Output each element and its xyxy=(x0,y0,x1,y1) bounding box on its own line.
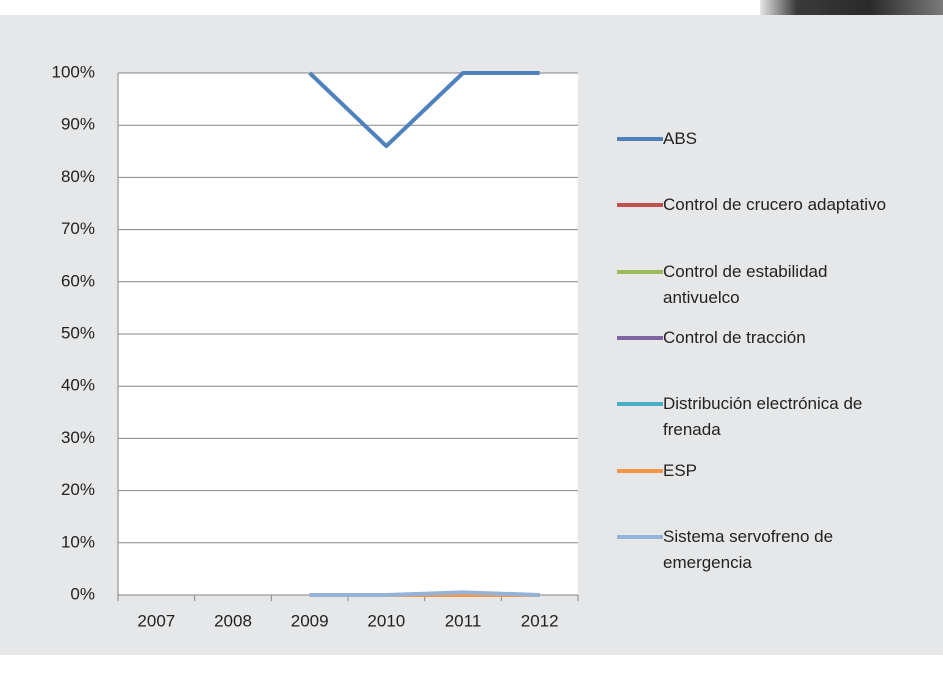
legend-entry: Sistema servofreno de emergencia xyxy=(617,524,907,576)
y-tick-label: 0% xyxy=(70,584,95,603)
x-tick-label: 2011 xyxy=(445,611,482,630)
legend-label: ESP xyxy=(663,458,898,484)
x-tick-label: 2009 xyxy=(291,611,329,630)
x-tick-label: 2008 xyxy=(214,611,252,630)
y-tick-label: 10% xyxy=(61,532,95,551)
legend-swatch xyxy=(617,469,663,473)
legend-entry: ABS xyxy=(617,126,907,152)
y-tick-label: 100% xyxy=(52,62,95,81)
x-tick-label: 2012 xyxy=(521,611,559,630)
y-tick-label: 50% xyxy=(61,323,95,342)
legend-swatch xyxy=(617,203,663,207)
legend-entry: Control de estabilidad antivuelco xyxy=(617,259,907,311)
legend-label: Distribución electrónica de frenada xyxy=(663,391,898,443)
y-tick-label: 60% xyxy=(61,271,95,290)
y-tick-label: 40% xyxy=(61,376,95,395)
x-tick-label: 2007 xyxy=(137,611,175,630)
y-tick-label: 30% xyxy=(61,428,95,447)
legend-swatch xyxy=(617,535,663,539)
legend-swatch xyxy=(617,402,663,406)
legend-label: Control de crucero adaptativo xyxy=(663,192,898,218)
legend-swatch xyxy=(617,270,663,274)
legend-label: ABS xyxy=(663,126,898,152)
legend-entry: Distribución electrónica de frenada xyxy=(617,391,907,443)
legend-label: Control de tracción xyxy=(663,325,898,351)
screen: 0% 10% 20% 30% 40% 50% 60% 70% 80% 90% 100% 2007 200… xyxy=(0,0,943,685)
legend-entry: Control de tracción xyxy=(617,325,907,351)
y-tick-label: 90% xyxy=(61,115,95,134)
legend-label: Control de estabilidad antivuelco xyxy=(663,259,898,311)
legend-swatch xyxy=(617,336,663,340)
legend-label: Sistema servofreno de emergencia xyxy=(663,524,898,576)
x-tick-label: 2010 xyxy=(367,611,405,630)
legend-entry: ESP xyxy=(617,458,907,484)
y-tick-label: 80% xyxy=(61,167,95,186)
y-tick-label: 70% xyxy=(61,219,95,238)
legend-swatch xyxy=(617,137,663,141)
legend-entry: Control de crucero adaptativo xyxy=(617,192,907,218)
y-tick-label: 20% xyxy=(61,480,95,499)
